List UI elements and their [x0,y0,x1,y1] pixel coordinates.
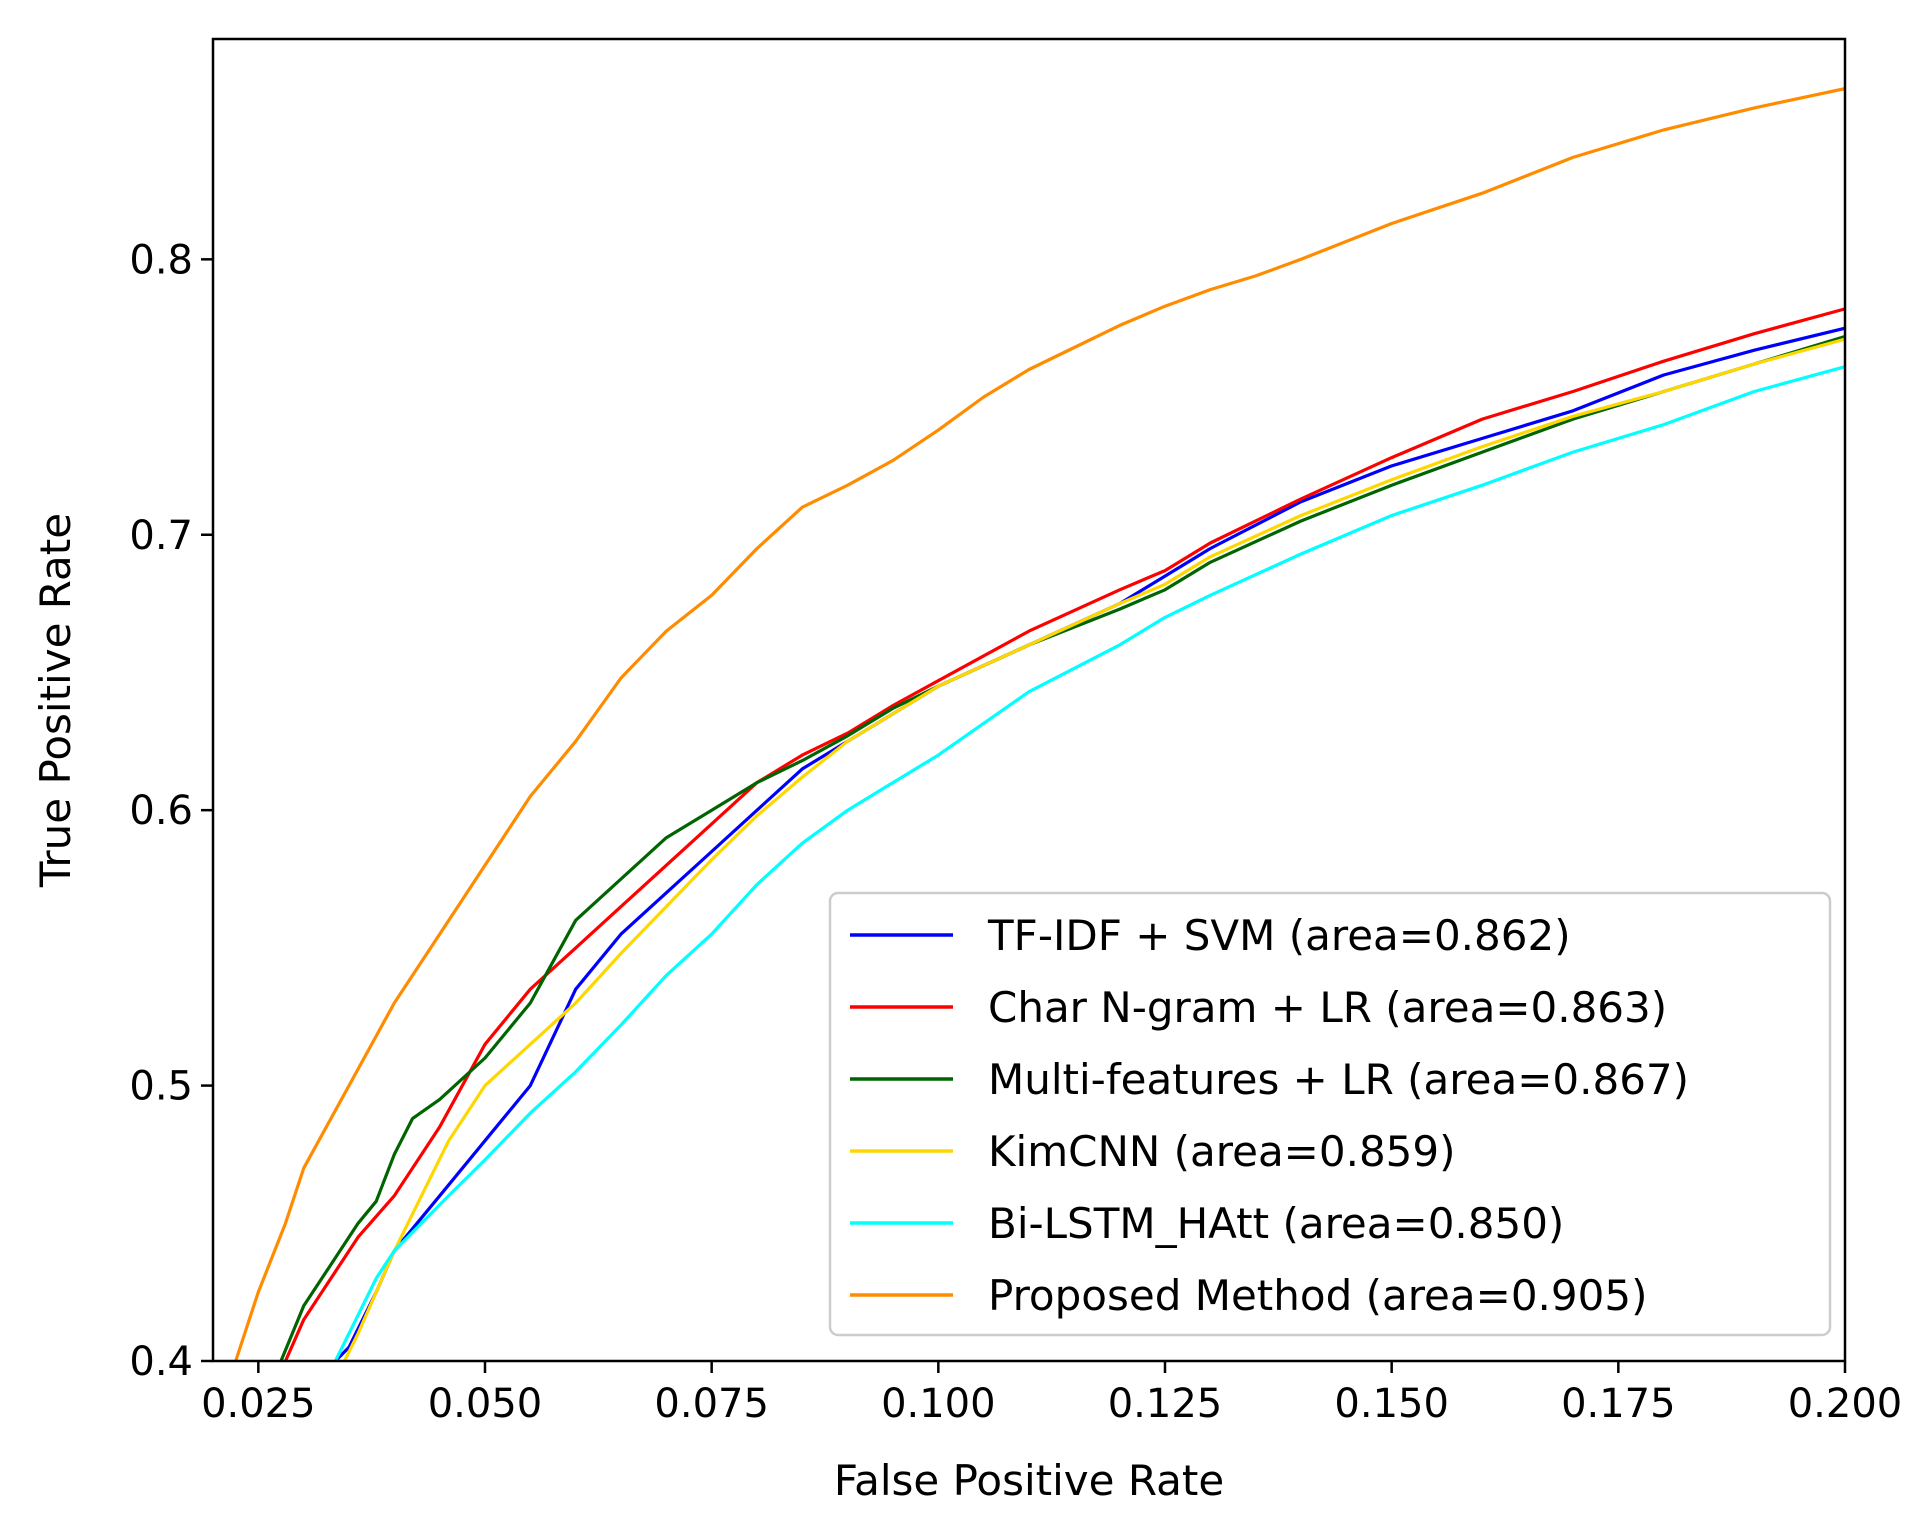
plot-frame [211,37,1847,1363]
y-tick-label: 0.7 [129,513,193,559]
x-axis: 0.025 0.050 0.075 0.100 0.125 0.150 0.175 0.200 [201,1361,1902,1427]
legend-label-multi-features-lr: Multi-features + LR (area=0.867) [988,1055,1689,1104]
x-tick-label: 0.150 [1334,1381,1449,1427]
series-line-multi-features-lr [279,334,1845,1361]
legend-label-proposed-method: Proposed Method (area=0.905) [988,1271,1647,1320]
legend-label-tf-idf-svm: TF-IDF + SVM (area=0.862) [987,911,1571,960]
x-tick-label: 0.025 [201,1381,316,1427]
series-line-bi-lstm-hatt [333,365,1845,1361]
y-axis: 0.4 0.5 0.6 0.7 0.8 [129,237,213,1385]
legend-box [828,891,1832,1337]
x-tick-label: 0.100 [881,1381,996,1427]
series-line-kimcnn [342,337,1845,1361]
legend-label-bi-lstm-hatt: Bi-LSTM_HAtt (area=0.850) [988,1199,1564,1248]
legend-label-char-n-gram-lr: Char N-gram + LR (area=0.863) [988,983,1667,1032]
series-line-proposed-method [234,86,1845,1361]
x-tick-label: 0.200 [1788,1381,1903,1427]
y-tick-label: 0.8 [129,237,193,283]
legend-label-kimcnn: KimCNN (area=0.859) [988,1127,1456,1176]
y-tick-label: 0.6 [129,788,193,834]
y-axis-label: True Positive Rate [31,513,80,888]
series-layer [234,86,1845,1361]
legend: TF-IDF + SVM (area=0.862) Char N-gram + L… [828,891,1832,1337]
x-axis-label: False Positive Rate [834,1456,1224,1505]
series-line-char-n-gram-lr [283,307,1845,1361]
x-tick-label: 0.125 [1108,1381,1223,1427]
y-tick-label: 0.5 [129,1064,193,1110]
x-tick-label: 0.075 [654,1381,769,1427]
x-tick-label: 0.050 [428,1381,543,1427]
y-tick-label: 0.4 [129,1339,193,1385]
x-tick-label: 0.175 [1561,1381,1676,1427]
